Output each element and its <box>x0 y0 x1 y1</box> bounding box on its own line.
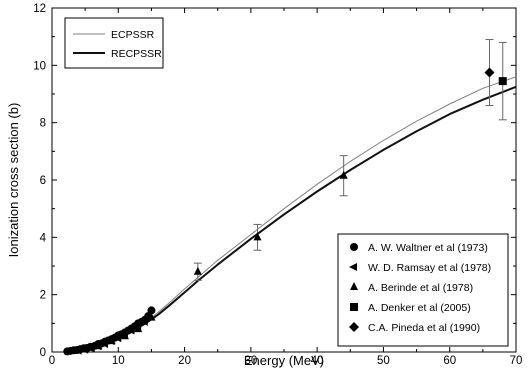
data-point-triangle-left <box>86 344 95 353</box>
data-point-triangle-left <box>126 326 135 335</box>
data-points <box>63 67 507 356</box>
y-axis-label: Ionization cross section (b) <box>6 103 21 258</box>
legend-label: A. Berinde et al (1978) <box>368 282 473 294</box>
legend-marker-triangle-up <box>350 282 358 290</box>
data-point-triangle-up <box>94 341 103 350</box>
legend-label: A. Denker et al (2005) <box>368 302 471 314</box>
y-tick-label: 2 <box>40 290 46 302</box>
x-tick-label: 30 <box>244 355 257 367</box>
data-point-triangle-left <box>73 346 82 355</box>
axis-ticks <box>51 7 517 353</box>
x-tick-label: 20 <box>178 355 191 367</box>
y-tick-label: 10 <box>33 60 46 72</box>
legend-label: C.A. Pineda et al (1990) <box>368 322 480 334</box>
y-tick-label: 8 <box>40 118 46 130</box>
y-tick-label: 4 <box>40 232 47 244</box>
data-point-triangle-up <box>253 232 262 241</box>
data-point-square <box>498 77 507 86</box>
y-tick-label: 6 <box>40 175 46 187</box>
legend-box <box>337 233 509 347</box>
x-tick-label: 60 <box>443 355 456 367</box>
legend-label: RECPSSR <box>111 48 162 60</box>
data-point-triangle-left <box>100 339 109 348</box>
legend-label: ECPSSR <box>111 29 155 41</box>
data-point-triangle-up <box>81 344 90 353</box>
legend-marker-diamond <box>349 322 359 332</box>
x-tick-label: 70 <box>510 355 523 367</box>
y-tick-label: 0 <box>40 347 46 359</box>
x-tick-label: 10 <box>112 355 125 367</box>
data-point-triangle-up <box>120 331 129 340</box>
axis-tick-labels: 0 10 20 30 40 50 60 70 0 2 4 6 8 10 12 <box>33 3 522 367</box>
legend-label: A. W. Waltner et al (1973) <box>368 242 488 254</box>
y-tick-label: 12 <box>33 3 46 15</box>
legend-marker-circle <box>350 243 358 251</box>
legend-marker-triangle-left <box>349 263 357 271</box>
x-tick-label: 0 <box>49 355 55 367</box>
data-point-triangle-up <box>107 336 116 345</box>
x-axis-label: Energy (MeV) <box>244 353 324 368</box>
data-point-triangle-up <box>134 324 143 333</box>
data-point-triangle-up <box>147 312 156 321</box>
data-point-triangle-up <box>193 266 202 275</box>
legend-box <box>64 17 164 69</box>
x-tick-label: 40 <box>311 355 324 367</box>
data-point-diamond <box>484 67 495 78</box>
data-point-circle <box>147 306 156 315</box>
legend-label: W. D. Ramsay et al (1978) <box>368 262 491 274</box>
x-tick-label: 50 <box>377 355 390 367</box>
data-point-triangle-left <box>113 334 122 343</box>
legend-marker-square <box>350 303 358 311</box>
legend-curves: ECPSSR RECPSSR <box>64 17 164 69</box>
data-point-triangle-left <box>139 317 148 326</box>
data-point-triangle-up <box>339 170 348 179</box>
legend-markers: A. W. Waltner et al (1973) W. D. Ramsay e… <box>337 233 509 347</box>
